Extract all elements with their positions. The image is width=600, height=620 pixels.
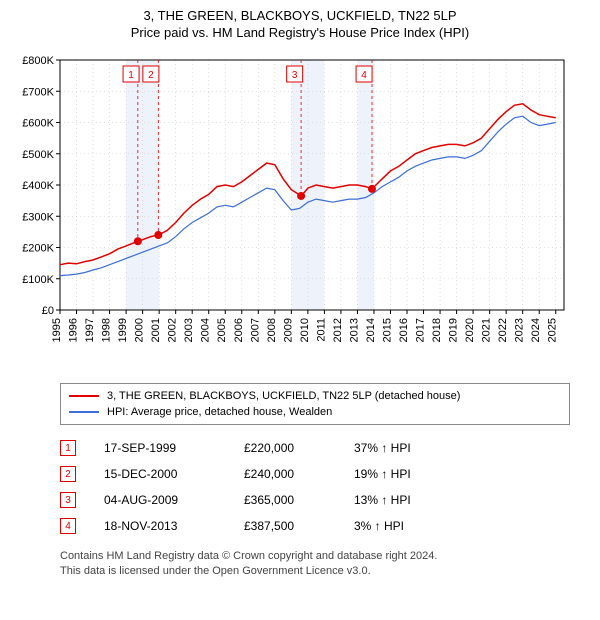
svg-text:3: 3: [292, 70, 298, 81]
svg-text:2022: 2022: [497, 318, 509, 342]
svg-text:2014: 2014: [365, 318, 377, 342]
svg-text:2011: 2011: [315, 318, 327, 342]
svg-text:2002: 2002: [167, 318, 179, 342]
svg-text:£100K: £100K: [22, 274, 54, 286]
svg-text:2015: 2015: [381, 318, 393, 342]
legend-label: 3, THE GREEN, BLACKBOYS, UCKFIELD, TN22 …: [107, 388, 460, 404]
transaction-row: 1 17-SEP-1999£220,00037% ↑ HPI: [60, 435, 570, 461]
transaction-marker: 1: [60, 440, 76, 456]
legend-item: 3, THE GREEN, BLACKBOYS, UCKFIELD, TN22 …: [69, 388, 561, 404]
svg-text:1997: 1997: [84, 318, 96, 342]
svg-text:£400K: £400K: [22, 180, 54, 192]
svg-text:2016: 2016: [398, 318, 410, 342]
transaction-marker: 2: [60, 466, 76, 482]
svg-text:2012: 2012: [332, 318, 344, 342]
transaction-diff: 13% ↑ HPI: [354, 493, 454, 507]
svg-text:2023: 2023: [514, 318, 526, 342]
svg-text:2019: 2019: [448, 318, 460, 342]
footnote-line-2: This data is licensed under the Open Gov…: [60, 564, 588, 579]
legend-swatch: [69, 411, 99, 413]
footnote: Contains HM Land Registry data © Crown c…: [60, 549, 588, 580]
legend-label: HPI: Average price, detached house, Weal…: [107, 404, 332, 420]
transaction-date: 04-AUG-2009: [104, 493, 244, 507]
svg-text:£600K: £600K: [22, 118, 54, 130]
legend-box: 3, THE GREEN, BLACKBOYS, UCKFIELD, TN22 …: [60, 383, 570, 425]
svg-text:2003: 2003: [183, 318, 195, 342]
legend-swatch: [69, 395, 99, 397]
svg-text:1995: 1995: [51, 318, 63, 342]
svg-text:1999: 1999: [117, 318, 129, 342]
svg-text:2005: 2005: [216, 318, 228, 342]
svg-text:1998: 1998: [101, 318, 113, 342]
transactions-table: 1 17-SEP-1999£220,00037% ↑ HPI 2 15-DEC-200…: [60, 435, 570, 539]
svg-text:2024: 2024: [530, 318, 542, 342]
transaction-price: £220,000: [244, 441, 354, 455]
svg-text:2006: 2006: [233, 318, 245, 342]
svg-text:2009: 2009: [282, 318, 294, 342]
svg-text:2008: 2008: [266, 318, 278, 342]
footnote-line-1: Contains HM Land Registry data © Crown c…: [60, 549, 588, 564]
svg-text:£500K: £500K: [22, 149, 54, 161]
transaction-marker: 3: [60, 492, 76, 508]
chart-area: £0 £100K £200K £300K £400K £500K £600K £700K £80…: [12, 50, 588, 375]
transaction-row: 4 18-NOV-2013£387,5003% ↑ HPI: [60, 513, 570, 539]
svg-text:£0: £0: [42, 305, 54, 317]
svg-text:£800K: £800K: [22, 55, 54, 67]
svg-text:£300K: £300K: [22, 211, 54, 223]
transaction-diff: 3% ↑ HPI: [354, 519, 454, 533]
chart-subtitle: Price paid vs. HM Land Registry's House …: [12, 25, 588, 40]
transaction-price: £240,000: [244, 467, 354, 481]
transaction-price: £365,000: [244, 493, 354, 507]
legend-item: HPI: Average price, detached house, Weal…: [69, 404, 561, 420]
svg-text:2013: 2013: [348, 318, 360, 342]
chart-title: 3, THE GREEN, BLACKBOYS, UCKFIELD, TN22 …: [12, 8, 588, 23]
svg-text:4: 4: [361, 70, 367, 81]
svg-text:2017: 2017: [415, 318, 427, 342]
transaction-diff: 37% ↑ HPI: [354, 441, 454, 455]
transaction-marker: 4: [60, 518, 76, 534]
svg-text:2025: 2025: [547, 318, 559, 342]
svg-text:2021: 2021: [481, 318, 493, 342]
svg-text:2004: 2004: [200, 318, 212, 342]
svg-text:£200K: £200K: [22, 243, 54, 255]
transaction-diff: 19% ↑ HPI: [354, 467, 454, 481]
svg-text:2001: 2001: [150, 318, 162, 342]
svg-text:£700K: £700K: [22, 86, 54, 98]
svg-text:1996: 1996: [68, 318, 80, 342]
svg-text:2000: 2000: [134, 318, 146, 342]
price-chart: £0 £100K £200K £300K £400K £500K £600K £700K £80…: [12, 50, 572, 370]
svg-text:1: 1: [128, 70, 134, 81]
transaction-row: 3 04-AUG-2009£365,00013% ↑ HPI: [60, 487, 570, 513]
svg-text:2007: 2007: [249, 318, 261, 342]
svg-text:2020: 2020: [464, 318, 476, 342]
transaction-date: 18-NOV-2013: [104, 519, 244, 533]
transaction-price: £387,500: [244, 519, 354, 533]
svg-text:2018: 2018: [431, 318, 443, 342]
transaction-date: 17-SEP-1999: [104, 441, 244, 455]
svg-text:2010: 2010: [299, 318, 311, 342]
svg-text:2: 2: [148, 70, 154, 81]
transaction-date: 15-DEC-2000: [104, 467, 244, 481]
transaction-row: 2 15-DEC-2000£240,00019% ↑ HPI: [60, 461, 570, 487]
